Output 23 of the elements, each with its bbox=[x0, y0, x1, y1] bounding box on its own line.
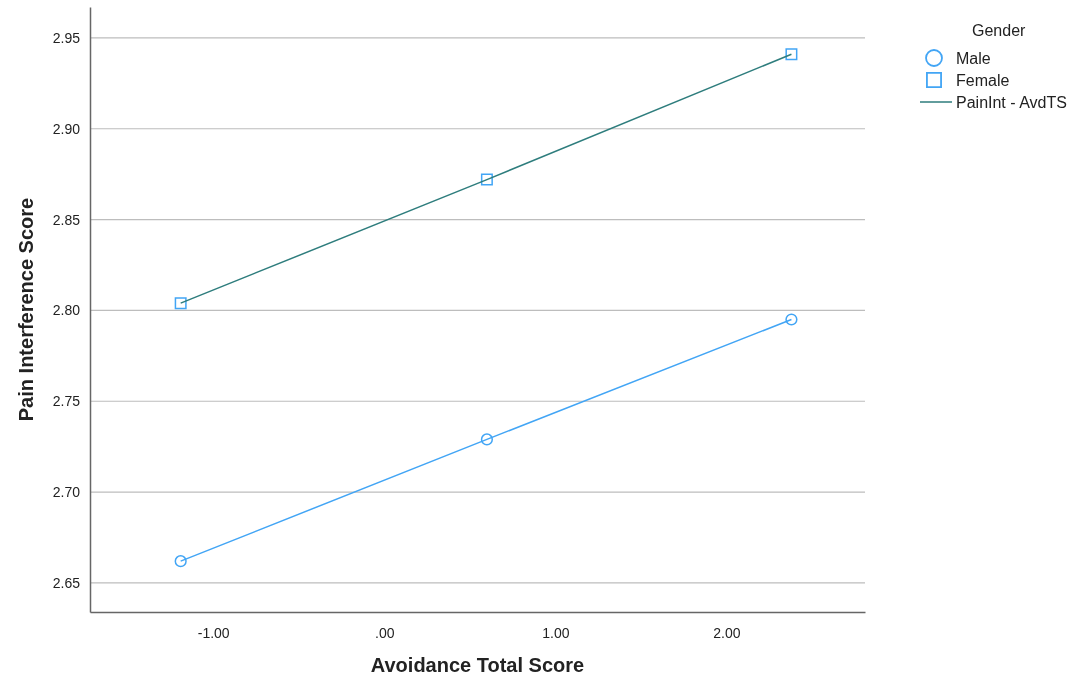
legend-label: Female bbox=[956, 72, 1010, 89]
point bbox=[480, 173, 493, 186]
x-tick-label: 1.00 bbox=[542, 624, 570, 641]
y-tick-label: 2.75 bbox=[52, 393, 81, 410]
x-tick-label: 2.00 bbox=[713, 624, 741, 641]
legend-label: PainInt - AvdTS bbox=[956, 94, 1067, 111]
y-tick-label: 2.70 bbox=[52, 484, 81, 501]
legend-title: Gender bbox=[972, 22, 1027, 39]
y-tick-label: 2.95 bbox=[52, 29, 81, 46]
point bbox=[785, 313, 798, 326]
point bbox=[480, 433, 494, 446]
point bbox=[174, 555, 187, 568]
legend-label: Male bbox=[956, 50, 991, 67]
y-tick-label: 2.80 bbox=[52, 302, 81, 319]
y-axis-title: Pain Interference Score bbox=[15, 197, 37, 422]
y-tick-label: 2.85 bbox=[52, 211, 81, 228]
x-tick-label: .00 bbox=[375, 624, 395, 641]
y-tick-label: 2.65 bbox=[52, 574, 81, 591]
point bbox=[174, 297, 187, 310]
x-axis-title: Avoidance Total Score bbox=[370, 654, 585, 676]
point bbox=[785, 48, 798, 61]
x-tick-label: -1.00 bbox=[197, 624, 230, 641]
y-tick-label: 2.90 bbox=[52, 120, 81, 137]
